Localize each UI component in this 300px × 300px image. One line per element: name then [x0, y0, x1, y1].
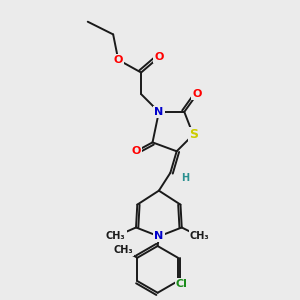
- Text: CH₃: CH₃: [190, 231, 209, 242]
- Text: O: O: [114, 55, 123, 65]
- Text: CH₃: CH₃: [114, 245, 133, 255]
- Text: H: H: [182, 173, 190, 183]
- Text: N: N: [154, 107, 164, 117]
- Text: CH₃: CH₃: [106, 231, 125, 242]
- Text: S: S: [189, 128, 198, 141]
- Text: O: O: [154, 52, 164, 62]
- Text: O: O: [131, 146, 141, 156]
- Text: N: N: [154, 231, 164, 242]
- Text: O: O: [192, 89, 202, 99]
- Text: Cl: Cl: [176, 279, 188, 289]
